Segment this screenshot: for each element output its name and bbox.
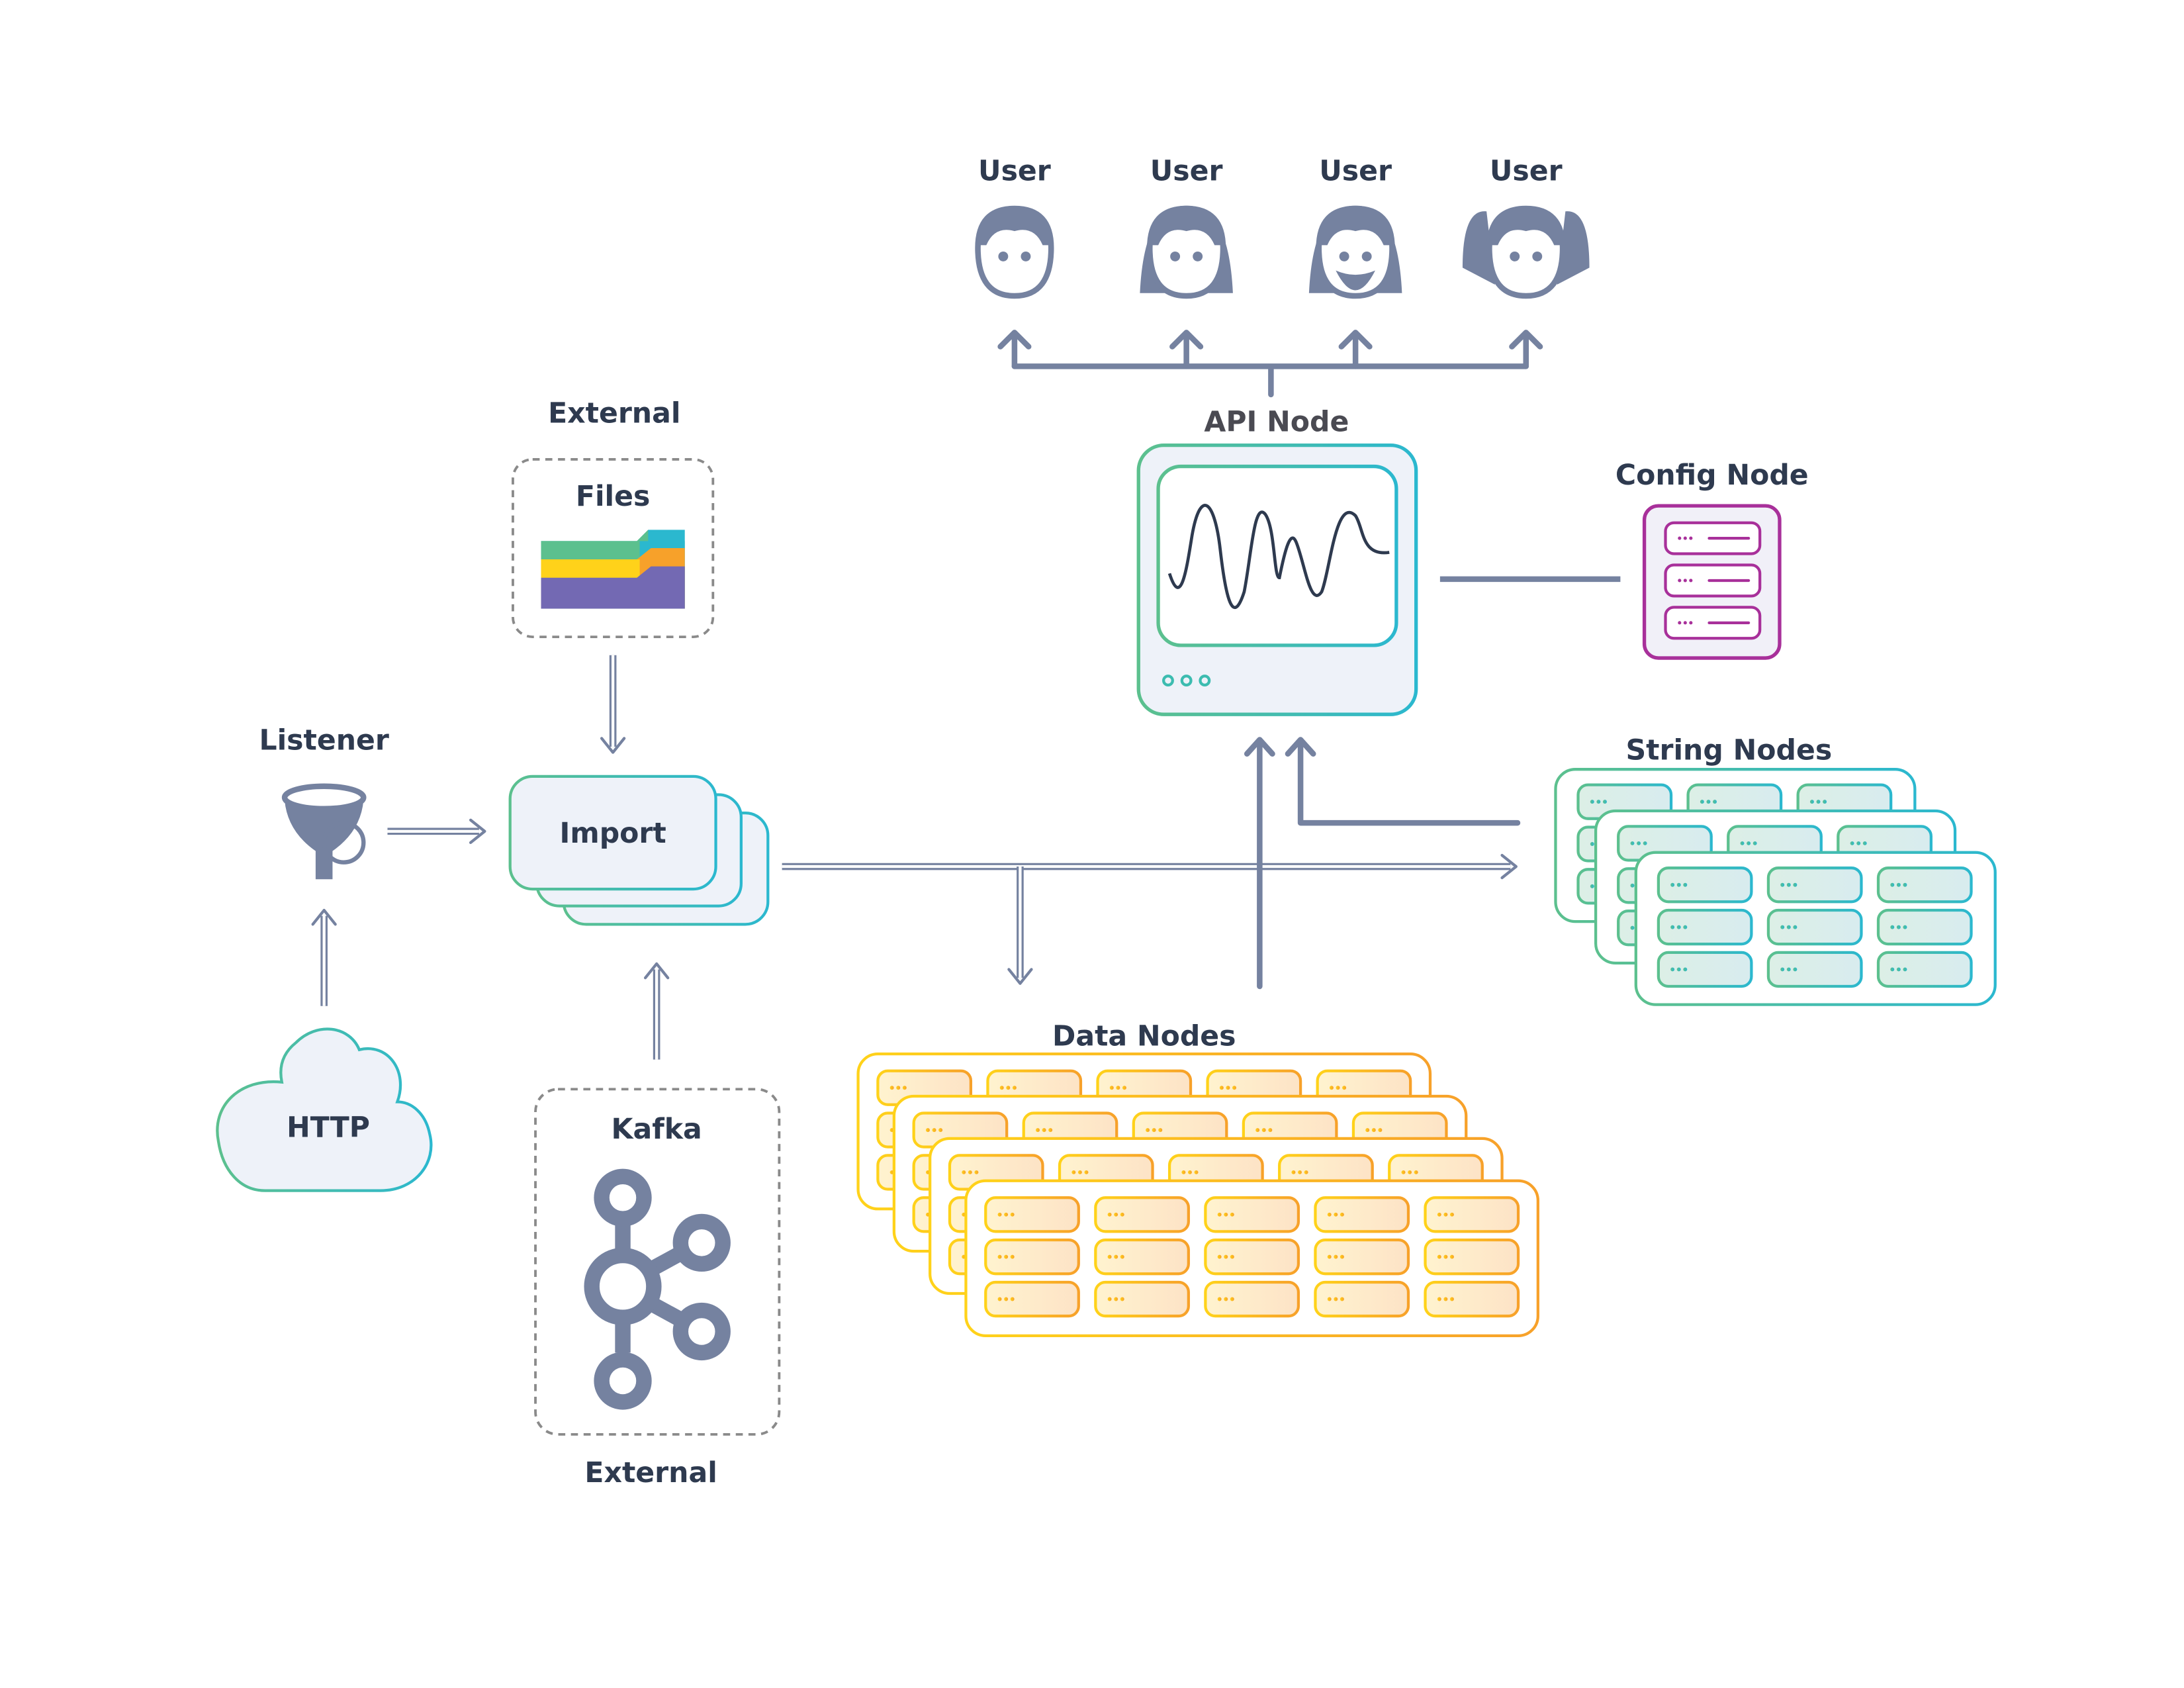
boy-user-icon [975,205,1054,299]
kafka-group-label: External [584,1456,717,1489]
listener[interactable]: Listener [259,724,389,880]
data-node-cell [1314,1280,1410,1318]
data-node-cell [984,1238,1080,1276]
funnel-icon [281,783,367,880]
user-label: User [1150,154,1223,187]
api-feed-connectors [1244,737,1521,990]
string-nodes-label: String Nodes [1625,733,1832,767]
data-node-cell [1094,1238,1190,1276]
data-node-cell [1204,1196,1300,1233]
kafka-icon [584,1168,731,1410]
listener-label: Listener [259,724,388,757]
api-node-label: API Node [1204,405,1349,438]
import-node[interactable]: Import [508,774,770,926]
string-node-panel [1634,851,1997,1006]
external-kafka[interactable]: Kafka External [534,1088,781,1489]
cloud-icon [216,1027,433,1192]
config-node[interactable]: Config Node [1615,459,1809,660]
external-files[interactable]: External Files [512,397,715,639]
double-line-arrow [387,818,486,844]
config-server-row [1664,563,1762,598]
http-label: HTTP [287,1111,370,1145]
user-label: User [1319,154,1392,187]
data-flow-connectors [311,655,1518,1060]
string-node-cell [1657,867,1753,904]
kafka-label: Kafka [611,1113,702,1146]
string-node-cell [1876,908,1973,946]
data-node-cell [984,1196,1080,1233]
data-node-cell [1094,1196,1190,1233]
double-line-arrow [643,962,670,1060]
files-label: Files [576,480,650,513]
files-group-label: External [548,397,680,430]
import-label: Import [560,817,666,850]
monitor-waveform-icon [1156,464,1398,687]
http-source[interactable]: HTTP [216,1027,433,1192]
string-nodes[interactable]: String Nodes [1554,733,1997,1006]
data-node-cell [1424,1280,1520,1318]
double-line-arrow [1007,867,1033,985]
config-server-row [1664,606,1762,640]
woman-user-icon [1140,205,1233,299]
double-line-arrow [782,853,1518,880]
users-group: User User User User [975,154,1590,398]
string-node-cell [1876,951,1973,988]
double-line-arrow [600,655,626,754]
user-label: User [1490,154,1563,187]
data-node-cell [1424,1238,1520,1276]
string-node-cell [1876,867,1973,904]
data-nodes-label: Data Nodes [1052,1019,1236,1053]
double-line-arrow [311,908,337,1006]
config-server-row [1664,521,1762,555]
data-node-panel [964,1179,1539,1337]
string-node-cell [1657,908,1753,946]
api-node[interactable]: API Node [1136,405,1418,716]
string-node-cell [1766,951,1863,988]
string-node-cell [1657,951,1753,988]
data-node-cell [984,1280,1080,1318]
data-node-cell [1314,1238,1410,1276]
data-node-cell [1314,1196,1410,1233]
girl-user-icon [1462,205,1590,299]
user-label: User [978,154,1051,187]
data-nodes[interactable]: Data Nodes [856,1019,1539,1337]
data-node-cell [1204,1238,1300,1276]
folder-icon [541,530,685,609]
config-node-label: Config Node [1615,459,1809,492]
data-node-cell [1424,1196,1520,1233]
data-node-cell [1094,1280,1190,1318]
data-node-cell [1204,1280,1300,1318]
bearded-user-icon [1308,205,1402,299]
string-node-cell [1766,908,1863,946]
string-node-cell [1766,867,1863,904]
user-fanout-connector [997,330,1543,398]
